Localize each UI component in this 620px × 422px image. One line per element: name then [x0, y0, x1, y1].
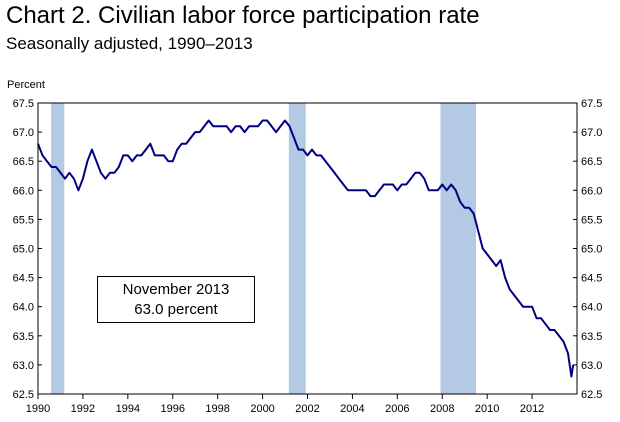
axis-ticks: 67.5 67.5 67.0 67.0 66.5 66.5 66.0 66.0 65.5 65.5…: [13, 98, 603, 415]
recession-band-0: [51, 103, 65, 394]
chart-subtitle: Seasonally adjusted, 1990–2013: [6, 34, 253, 53]
y-tick-label-right: 63.5: [581, 331, 602, 343]
recession-band-1: [288, 103, 306, 394]
y-tick-label-left: 65.0: [13, 244, 34, 256]
y-tick-label-right: 66.5: [581, 156, 602, 168]
x-tick-label: 2004: [340, 403, 364, 415]
y-tick-label-left: 66.0: [13, 185, 34, 197]
y-tick-label-right: 65.0: [581, 244, 602, 256]
y-tick-label-left: 64.5: [13, 273, 34, 285]
series-line: [37, 119, 575, 378]
y-tick-label-right: 65.5: [581, 214, 602, 226]
x-tick-label: 2010: [475, 403, 499, 415]
x-tick-label: 2008: [430, 403, 454, 415]
x-tick-label: 2000: [250, 403, 274, 415]
y-tick-label-left: 63.0: [13, 360, 34, 372]
y-tick-label-right: 63.0: [581, 360, 602, 372]
y-tick-label-right: 67.0: [581, 127, 602, 139]
x-tick-label: 1996: [161, 403, 185, 415]
y-tick-label-left: 67.5: [13, 98, 34, 110]
x-tick-label: 1990: [26, 403, 50, 415]
y-tick-label-right: 64.5: [581, 273, 602, 285]
x-tick-label: 2012: [520, 403, 544, 415]
x-tick-label: 1998: [205, 403, 229, 415]
x-tick-label: 1992: [71, 403, 95, 415]
x-tick-label: 2006: [385, 403, 409, 415]
y-tick-label-left: 64.0: [13, 302, 34, 314]
y-tick-label-left: 65.5: [13, 214, 34, 226]
y-tick-label-left: 62.5: [13, 389, 34, 401]
chart-title: Chart 2. Civilian labor force participat…: [6, 2, 480, 29]
y-tick-label-right: 62.5: [581, 389, 602, 401]
y-tick-label-right: 67.5: [581, 98, 602, 110]
x-tick-label: 1994: [116, 403, 140, 415]
recession-band-2: [440, 103, 476, 394]
y-tick-label-left: 66.5: [13, 156, 34, 168]
y-tick-label-right: 64.0: [581, 302, 602, 314]
x-tick-label: 2002: [295, 403, 319, 415]
participation-rate-line: [37, 119, 575, 378]
y-tick-label-left: 67.0: [13, 127, 34, 139]
annotation-line1: November 2013: [122, 281, 230, 298]
y-tick-label-right: 66.0: [581, 185, 602, 197]
y-tick-label-left: 63.5: [13, 331, 34, 343]
y-axis-label: Percent: [7, 79, 45, 91]
recession-bands: [51, 103, 476, 394]
annotation-box: November 2013 63.0 percent: [97, 276, 255, 323]
plot-frame: [37, 102, 578, 395]
annotation-line2: 63.0 percent: [134, 301, 218, 318]
